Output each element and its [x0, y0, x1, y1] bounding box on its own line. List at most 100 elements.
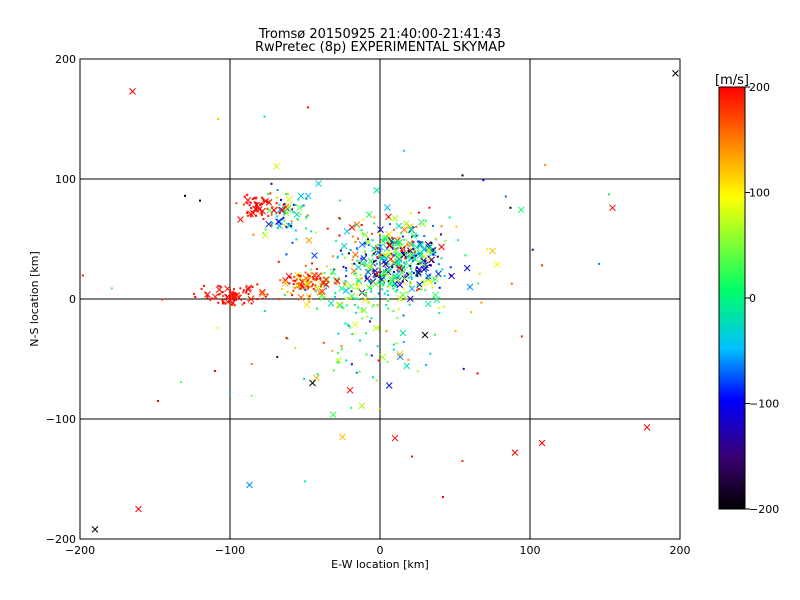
data-point-dot	[428, 263, 431, 266]
data-point-dot	[349, 326, 352, 329]
data-points	[81, 70, 679, 533]
data-point-dot	[359, 274, 362, 277]
data-point-cross	[351, 321, 359, 328]
data-point-cross	[377, 226, 384, 233]
data-point-dot	[392, 247, 395, 250]
data-point-dot	[409, 212, 412, 215]
data-point-dot	[266, 201, 269, 204]
data-point-dot	[394, 248, 397, 251]
data-point-dot	[305, 217, 308, 220]
data-point-cross	[135, 505, 142, 513]
data-point-dot	[396, 276, 399, 279]
colorbar-tick-label: −100	[749, 398, 779, 411]
data-point-dot	[433, 277, 436, 280]
data-point-cross	[395, 264, 403, 272]
data-point-cross	[315, 180, 322, 187]
data-point-dot	[250, 215, 253, 218]
data-point-dot	[355, 371, 358, 374]
data-point-dot	[413, 250, 416, 253]
data-point-dot	[407, 273, 410, 276]
data-point-dot	[110, 287, 113, 290]
data-point-dot	[367, 301, 370, 304]
data-point-dot	[161, 298, 164, 301]
data-point-dot	[400, 298, 403, 301]
data-point-dot	[239, 287, 242, 290]
data-point-dot	[262, 199, 265, 202]
data-point-dot	[294, 347, 297, 350]
data-point-dot	[398, 308, 401, 311]
data-point-dot	[261, 196, 264, 199]
data-point-dot	[270, 213, 273, 216]
data-point-dot	[299, 274, 302, 277]
data-point-dot	[385, 254, 388, 257]
data-point-dot	[411, 240, 414, 243]
data-point-cross	[293, 211, 301, 218]
data-point-dot	[417, 240, 420, 243]
data-point-dot	[365, 264, 368, 267]
data-point-cross	[538, 439, 546, 447]
data-point-dot	[340, 348, 343, 351]
data-point-dot	[361, 232, 364, 235]
data-point-dot	[405, 297, 408, 300]
data-point-dot	[377, 292, 380, 295]
data-point-dot	[315, 231, 318, 234]
data-point-cross	[386, 280, 394, 288]
data-point-dot	[325, 284, 328, 287]
data-point-dot	[392, 343, 395, 346]
data-point-dot	[361, 308, 364, 311]
data-point-dot	[235, 292, 238, 295]
data-point-dot	[256, 283, 259, 286]
data-point-cross	[396, 353, 404, 361]
data-point-dot	[386, 360, 389, 363]
data-point-dot	[373, 216, 376, 219]
data-point-dot	[387, 300, 390, 303]
data-point-cross	[373, 186, 381, 194]
data-point-dot	[375, 379, 378, 382]
data-point-dot	[305, 215, 308, 218]
data-point-dot	[354, 311, 357, 314]
data-point-dot	[544, 164, 547, 167]
data-point-cross	[511, 449, 519, 456]
data-point-dot	[275, 196, 278, 199]
data-point-dot	[262, 217, 265, 220]
data-point-dot	[343, 282, 346, 285]
data-point-dot	[277, 260, 280, 263]
data-point-dot	[322, 341, 325, 344]
data-point-dot	[242, 291, 245, 294]
data-point-dot	[344, 322, 347, 325]
data-point-dot	[305, 283, 308, 286]
data-point-dot	[396, 262, 399, 265]
data-point-cross	[433, 296, 441, 304]
data-point-cross	[395, 253, 403, 261]
data-point-dot	[371, 305, 374, 308]
data-point-cross	[364, 275, 371, 283]
data-point-dot	[427, 255, 430, 258]
data-point-dot	[242, 203, 245, 206]
data-point-dot	[314, 284, 317, 287]
data-point-dot	[291, 294, 294, 297]
data-point-cross	[346, 386, 354, 394]
data-point-dot	[418, 240, 421, 243]
data-point-dot	[403, 282, 406, 285]
data-point-dot	[193, 292, 196, 295]
data-point-dot	[419, 261, 422, 264]
data-point-dot	[320, 298, 323, 301]
data-point-cross	[382, 255, 389, 263]
data-point-dot	[383, 243, 386, 246]
data-point-dot	[410, 273, 413, 276]
data-point-dot	[231, 303, 234, 306]
data-point-dot	[357, 298, 360, 301]
data-point-dot	[234, 295, 237, 298]
data-point-dot	[285, 193, 288, 196]
data-point-dot	[365, 275, 368, 278]
data-point-dot	[412, 243, 415, 246]
data-point-dot	[311, 262, 314, 265]
data-point-cross	[365, 238, 372, 246]
data-point-dot	[376, 246, 379, 249]
data-point-dot	[270, 223, 273, 226]
plot-frame	[79, 58, 681, 540]
data-point-dot	[283, 224, 286, 227]
data-point-dot	[288, 282, 291, 285]
data-point-dot	[410, 270, 413, 273]
data-point-dot	[397, 252, 400, 255]
